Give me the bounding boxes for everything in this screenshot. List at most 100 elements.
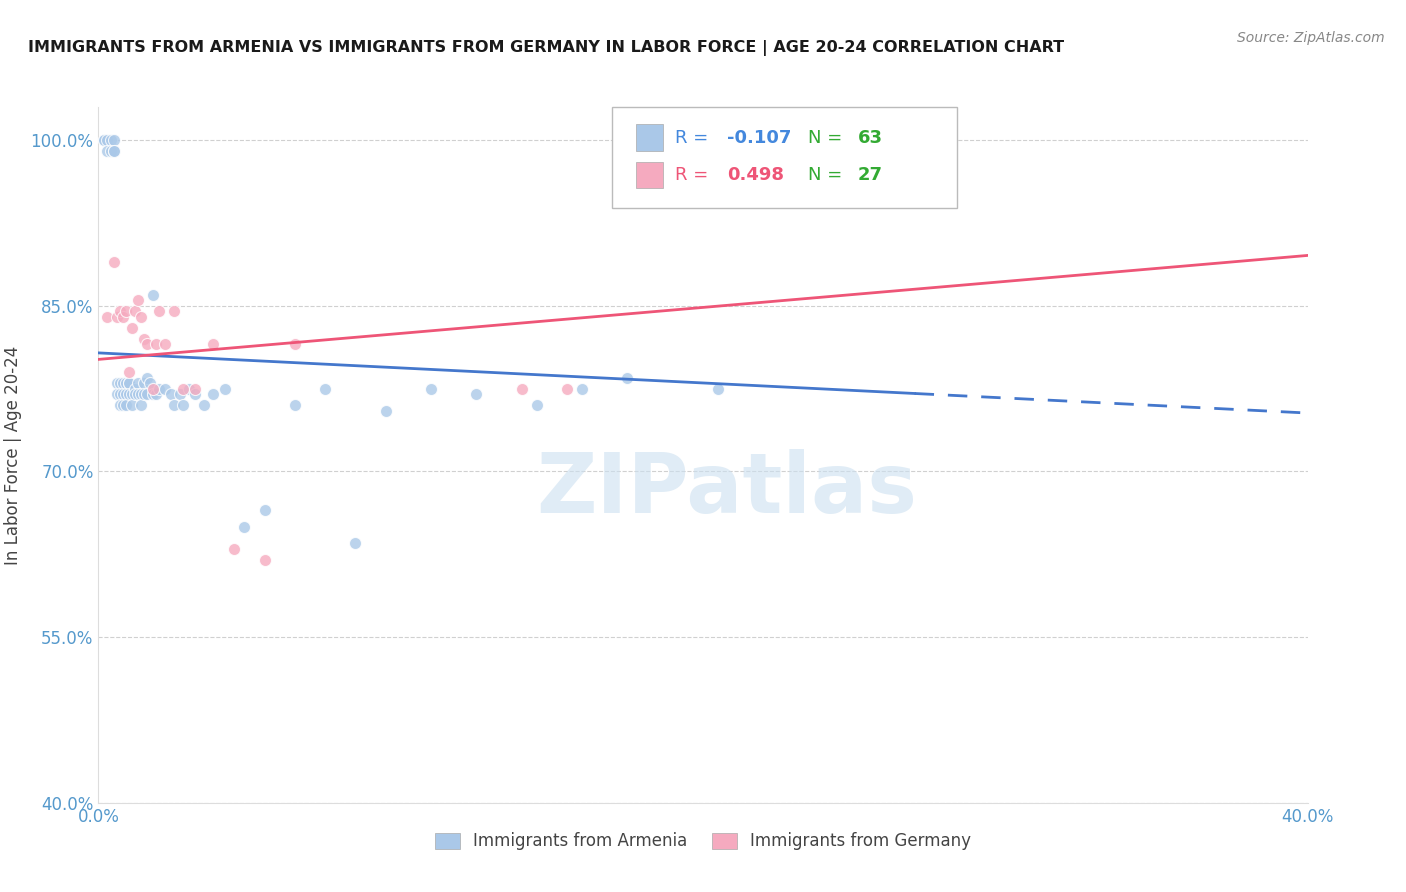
Point <box>121 387 143 401</box>
Point <box>284 398 307 412</box>
Point <box>707 382 730 396</box>
Point <box>114 304 136 318</box>
Point <box>118 376 141 391</box>
Point <box>616 370 638 384</box>
Point <box>103 145 125 159</box>
Y-axis label: In Labor Force | Age 20-24: In Labor Force | Age 20-24 <box>4 345 22 565</box>
Point <box>904 133 927 147</box>
Point <box>142 382 165 396</box>
Text: Source: ZipAtlas.com: Source: ZipAtlas.com <box>1237 31 1385 45</box>
FancyBboxPatch shape <box>613 107 957 208</box>
Point <box>153 382 176 396</box>
Point <box>96 310 118 324</box>
Point <box>129 387 152 401</box>
Point <box>93 133 115 147</box>
Point <box>571 382 593 396</box>
Text: 0.498: 0.498 <box>727 166 785 185</box>
Point <box>284 337 307 351</box>
Point <box>145 387 167 401</box>
Point <box>129 398 152 412</box>
Point <box>124 387 146 401</box>
Point <box>127 376 149 391</box>
Point <box>96 133 118 147</box>
Point <box>145 337 167 351</box>
Text: ZIPatlas: ZIPatlas <box>537 450 918 530</box>
Point <box>163 398 186 412</box>
Point <box>118 376 141 391</box>
Point <box>153 337 176 351</box>
Point <box>108 387 131 401</box>
Point <box>148 382 170 396</box>
Point <box>142 287 165 301</box>
Point <box>114 398 136 412</box>
Text: IMMIGRANTS FROM ARMENIA VS IMMIGRANTS FROM GERMANY IN LABOR FORCE | AGE 20-24 CO: IMMIGRANTS FROM ARMENIA VS IMMIGRANTS FR… <box>28 40 1064 56</box>
Point <box>129 310 152 324</box>
Text: N =: N = <box>808 128 848 146</box>
Point <box>111 376 134 391</box>
Point <box>108 304 131 318</box>
Point <box>105 376 128 391</box>
Point <box>344 536 367 550</box>
Point <box>374 403 396 417</box>
Point <box>214 382 236 396</box>
Point <box>253 553 276 567</box>
Text: N =: N = <box>808 166 848 185</box>
Text: -0.107: -0.107 <box>727 128 792 146</box>
Point <box>555 382 578 396</box>
Point <box>139 376 162 391</box>
Point <box>172 398 194 412</box>
Point <box>132 387 155 401</box>
Point <box>124 382 146 396</box>
Point <box>93 133 115 147</box>
Point <box>135 337 157 351</box>
Point <box>184 387 207 401</box>
Point <box>163 304 186 318</box>
Text: R =: R = <box>675 166 714 185</box>
Point <box>114 376 136 391</box>
Point <box>526 398 548 412</box>
Point <box>108 376 131 391</box>
Point <box>172 382 194 396</box>
Point <box>465 387 488 401</box>
Point <box>114 387 136 401</box>
Point <box>202 387 225 401</box>
Point <box>132 332 155 346</box>
Point <box>111 398 134 412</box>
Point <box>135 387 157 401</box>
Point <box>160 387 183 401</box>
Point <box>127 293 149 308</box>
Point <box>232 519 254 533</box>
Point <box>105 310 128 324</box>
Point <box>184 382 207 396</box>
Point <box>121 321 143 335</box>
Point <box>148 304 170 318</box>
Point <box>179 382 201 396</box>
Point <box>118 387 141 401</box>
Point <box>510 382 533 396</box>
Point <box>111 387 134 401</box>
Point <box>108 398 131 412</box>
Point <box>169 387 191 401</box>
Point <box>420 382 443 396</box>
Point <box>142 387 165 401</box>
Legend: Immigrants from Armenia, Immigrants from Germany: Immigrants from Armenia, Immigrants from… <box>427 826 979 857</box>
Point <box>135 370 157 384</box>
Point <box>118 365 141 379</box>
Text: 27: 27 <box>858 166 883 185</box>
Bar <box>637 124 664 151</box>
Point <box>224 541 246 556</box>
Bar <box>637 162 664 188</box>
Point <box>111 310 134 324</box>
Point <box>132 376 155 391</box>
Point <box>100 145 122 159</box>
Point <box>202 337 225 351</box>
Point <box>96 145 118 159</box>
Point <box>105 387 128 401</box>
Point <box>121 398 143 412</box>
Point <box>193 398 215 412</box>
Point <box>103 133 125 147</box>
Point <box>253 503 276 517</box>
Text: R =: R = <box>675 128 714 146</box>
Point <box>314 382 336 396</box>
Point <box>100 133 122 147</box>
